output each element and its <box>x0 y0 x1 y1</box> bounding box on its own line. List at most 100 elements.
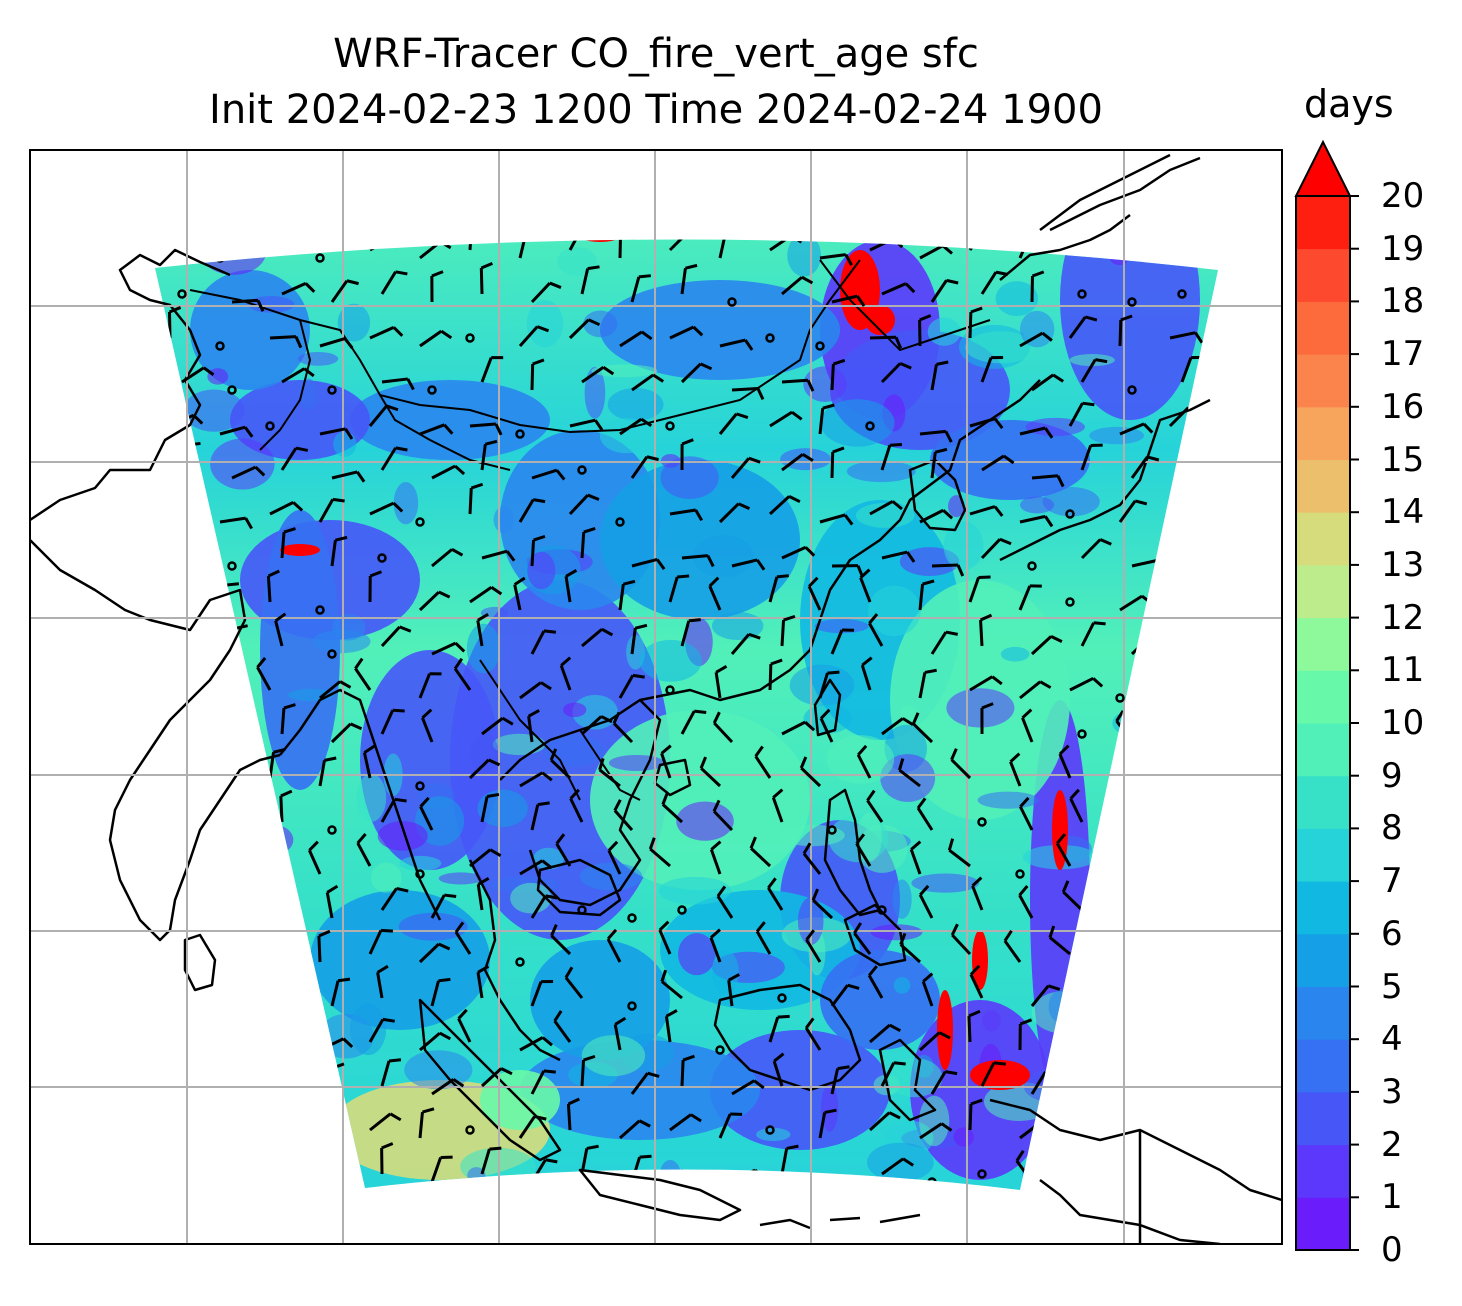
calm-wind-marker <box>977 817 987 827</box>
calm-wind-marker <box>1177 993 1187 1003</box>
wind-barb <box>581 627 614 648</box>
calm-wind-marker <box>665 685 675 695</box>
field-region <box>607 388 664 421</box>
wind-barb <box>1208 928 1218 963</box>
wind-barb <box>780 1144 799 1175</box>
wind-barb <box>819 708 834 743</box>
wind-barb <box>230 1068 256 1095</box>
wind-barb <box>219 425 254 438</box>
wind-barb <box>880 1061 906 1087</box>
wind-barb <box>718 239 728 259</box>
field-region <box>1031 991 1097 1034</box>
field-region <box>893 977 911 994</box>
wind-barb <box>818 403 835 435</box>
wind-barb <box>918 314 932 347</box>
wind-barb <box>1080 621 1106 647</box>
field-region <box>581 1035 646 1077</box>
calm-wind-marker <box>577 465 587 475</box>
wind-barb <box>950 923 972 956</box>
wind-barb <box>1069 788 1084 823</box>
calm-wind-marker <box>627 913 637 923</box>
wind-barb <box>658 920 672 955</box>
wind-barb <box>580 715 613 736</box>
wind-barb <box>380 886 409 911</box>
field-region <box>393 481 419 525</box>
wind-barb <box>919 429 953 443</box>
wind-barb <box>362 744 376 779</box>
country-borders <box>189 259 991 801</box>
wind-barb <box>181 366 215 384</box>
wind-barb <box>969 964 984 999</box>
wind-barb <box>210 1104 223 1139</box>
field-region <box>911 873 980 893</box>
wind-barb <box>1055 833 1072 867</box>
wind-barb <box>1068 315 1098 339</box>
calm-wind-marker <box>227 561 237 571</box>
calm-wind-marker <box>615 517 625 527</box>
calm-wind-marker <box>415 781 425 791</box>
wind-barb <box>318 756 337 787</box>
field-region <box>820 399 895 447</box>
wind-barb <box>1118 314 1133 347</box>
wind-barb <box>469 422 503 436</box>
wind-barb <box>855 833 872 867</box>
wind-barb <box>1232 1161 1259 1182</box>
wind-barb <box>669 508 704 522</box>
wind-barb <box>669 325 704 340</box>
field-region <box>557 247 597 276</box>
wind-barb <box>419 423 454 436</box>
wind-barb <box>1080 1146 1101 1175</box>
wind-barb <box>661 792 684 824</box>
wind-barb <box>280 703 296 735</box>
field-region <box>590 710 810 890</box>
calm-wind-marker <box>765 333 775 343</box>
wind-barb <box>519 681 552 700</box>
wind-barb <box>555 833 572 867</box>
wind-barb <box>818 1108 837 1139</box>
wind-barb <box>1048 925 1071 956</box>
wind-barb <box>568 318 601 340</box>
wind-barb <box>274 612 287 647</box>
wind-barb <box>772 1052 785 1087</box>
field-region <box>298 351 339 366</box>
colorbar-segment <box>1296 406 1350 460</box>
wind-barb <box>781 275 814 296</box>
field-region <box>493 506 514 534</box>
wind-barb <box>564 569 578 603</box>
calm-wind-marker <box>515 957 525 967</box>
wind-barb <box>330 279 359 303</box>
field-region <box>213 870 255 915</box>
wind-barb <box>268 747 286 779</box>
wind-barb <box>1018 584 1042 611</box>
wind-barb <box>518 1115 547 1139</box>
wind-barb <box>1021 708 1034 743</box>
wind-barb <box>781 720 816 736</box>
wind-barb <box>668 239 690 252</box>
calm-wind-marker <box>1127 297 1137 307</box>
field-region <box>1048 989 1077 1024</box>
field-region <box>399 855 442 871</box>
wind-barb <box>631 557 666 571</box>
field-region <box>1056 1029 1097 1057</box>
field-region <box>1089 426 1145 445</box>
wind-barb <box>1106 841 1122 875</box>
field-region <box>995 281 1039 317</box>
colorbar-tick-label: 17 <box>1381 334 1425 375</box>
wind-barb <box>1169 876 1184 911</box>
wind-barb <box>613 1016 627 1051</box>
wind-barb <box>1220 240 1250 258</box>
calm-wind-marker <box>765 1125 775 1135</box>
wind-barb <box>1220 1027 1243 1050</box>
field-region <box>710 1030 890 1150</box>
wind-barb <box>931 563 965 577</box>
calm-wind-marker <box>727 297 737 307</box>
colorbar-tick-label: 6 <box>1381 913 1403 954</box>
wind-barb <box>168 928 192 955</box>
wind-barb <box>280 1055 297 1087</box>
wind-barb <box>1099 932 1122 964</box>
colorbar-tick-label: 13 <box>1381 544 1425 585</box>
field-region <box>1133 977 1190 1013</box>
wind-barb <box>231 814 265 832</box>
wind-barb <box>1168 580 1199 603</box>
wind-barb <box>979 613 993 647</box>
